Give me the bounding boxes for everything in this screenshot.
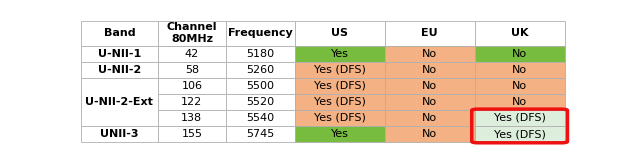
Text: 5520: 5520	[246, 97, 275, 107]
Bar	[385, 94, 474, 110]
Text: 5500: 5500	[246, 81, 275, 91]
Bar	[385, 46, 474, 62]
Bar	[81, 21, 158, 46]
Bar	[295, 78, 385, 94]
Bar	[385, 126, 474, 142]
Bar	[226, 94, 295, 110]
Text: U-NII-2-Ext: U-NII-2-Ext	[86, 97, 153, 107]
Bar	[158, 78, 226, 94]
Text: 122: 122	[181, 97, 202, 107]
Text: No: No	[422, 97, 437, 107]
Bar	[474, 110, 564, 126]
Bar	[385, 62, 474, 78]
Text: Channel
80MHz: Channel 80MHz	[166, 22, 217, 44]
Bar	[295, 94, 385, 110]
Bar	[81, 62, 158, 78]
Bar	[226, 110, 295, 126]
Bar	[226, 62, 295, 78]
Bar	[295, 62, 385, 78]
Text: No: No	[422, 81, 437, 91]
Text: 138: 138	[181, 113, 202, 123]
Text: Yes (DFS): Yes (DFS)	[494, 113, 546, 123]
Text: No: No	[422, 65, 437, 75]
Text: 106: 106	[181, 81, 202, 91]
Text: 5180: 5180	[246, 49, 275, 59]
Text: No: No	[512, 65, 527, 75]
Text: US: US	[331, 28, 348, 38]
Bar	[158, 46, 226, 62]
Bar	[81, 94, 158, 110]
Bar	[226, 21, 295, 46]
Text: Yes (DFS): Yes (DFS)	[314, 113, 366, 123]
Bar	[226, 126, 295, 142]
Text: 155: 155	[181, 129, 202, 139]
Text: Yes (DFS): Yes (DFS)	[314, 65, 366, 75]
Text: UK: UK	[511, 28, 529, 38]
Bar	[385, 110, 474, 126]
Text: 5745: 5745	[246, 129, 275, 139]
Bar	[385, 78, 474, 94]
Text: No: No	[422, 49, 437, 59]
Text: 5260: 5260	[246, 65, 275, 75]
Text: 58: 58	[185, 65, 199, 75]
Text: No: No	[512, 49, 527, 59]
Bar	[474, 21, 564, 46]
Text: UNII-3: UNII-3	[100, 129, 139, 139]
Bar	[295, 46, 385, 62]
Bar	[81, 46, 158, 62]
Text: No: No	[422, 129, 437, 139]
Text: U-NII-2: U-NII-2	[98, 65, 141, 75]
Text: No: No	[512, 81, 527, 91]
Bar	[158, 126, 226, 142]
Text: Yes: Yes	[331, 49, 349, 59]
Bar	[226, 46, 295, 62]
Text: No: No	[512, 97, 527, 107]
Text: Yes: Yes	[331, 129, 349, 139]
Bar	[226, 78, 295, 94]
Bar	[474, 78, 564, 94]
Bar	[295, 110, 385, 126]
Bar	[81, 126, 158, 142]
Bar	[385, 21, 474, 46]
Bar	[158, 110, 226, 126]
Bar	[81, 78, 158, 126]
Bar	[474, 46, 564, 62]
Bar	[158, 94, 226, 110]
Bar	[295, 21, 385, 46]
Bar	[474, 126, 564, 142]
Bar	[295, 126, 385, 142]
Text: 42: 42	[185, 49, 199, 59]
Text: No: No	[422, 113, 437, 123]
Text: Frequency: Frequency	[228, 28, 293, 38]
Text: Yes (DFS): Yes (DFS)	[494, 129, 546, 139]
Bar	[158, 62, 226, 78]
Text: EU: EU	[421, 28, 438, 38]
Bar	[474, 62, 564, 78]
Bar	[474, 94, 564, 110]
Text: 5540: 5540	[246, 113, 275, 123]
Bar	[158, 21, 226, 46]
Text: Yes (DFS): Yes (DFS)	[314, 97, 366, 107]
Text: Yes (DFS): Yes (DFS)	[314, 81, 366, 91]
Text: Band: Band	[103, 28, 135, 38]
Text: U-NII-1: U-NII-1	[98, 49, 141, 59]
Text: U-NII-2-Ext: U-NII-2-Ext	[86, 97, 153, 107]
